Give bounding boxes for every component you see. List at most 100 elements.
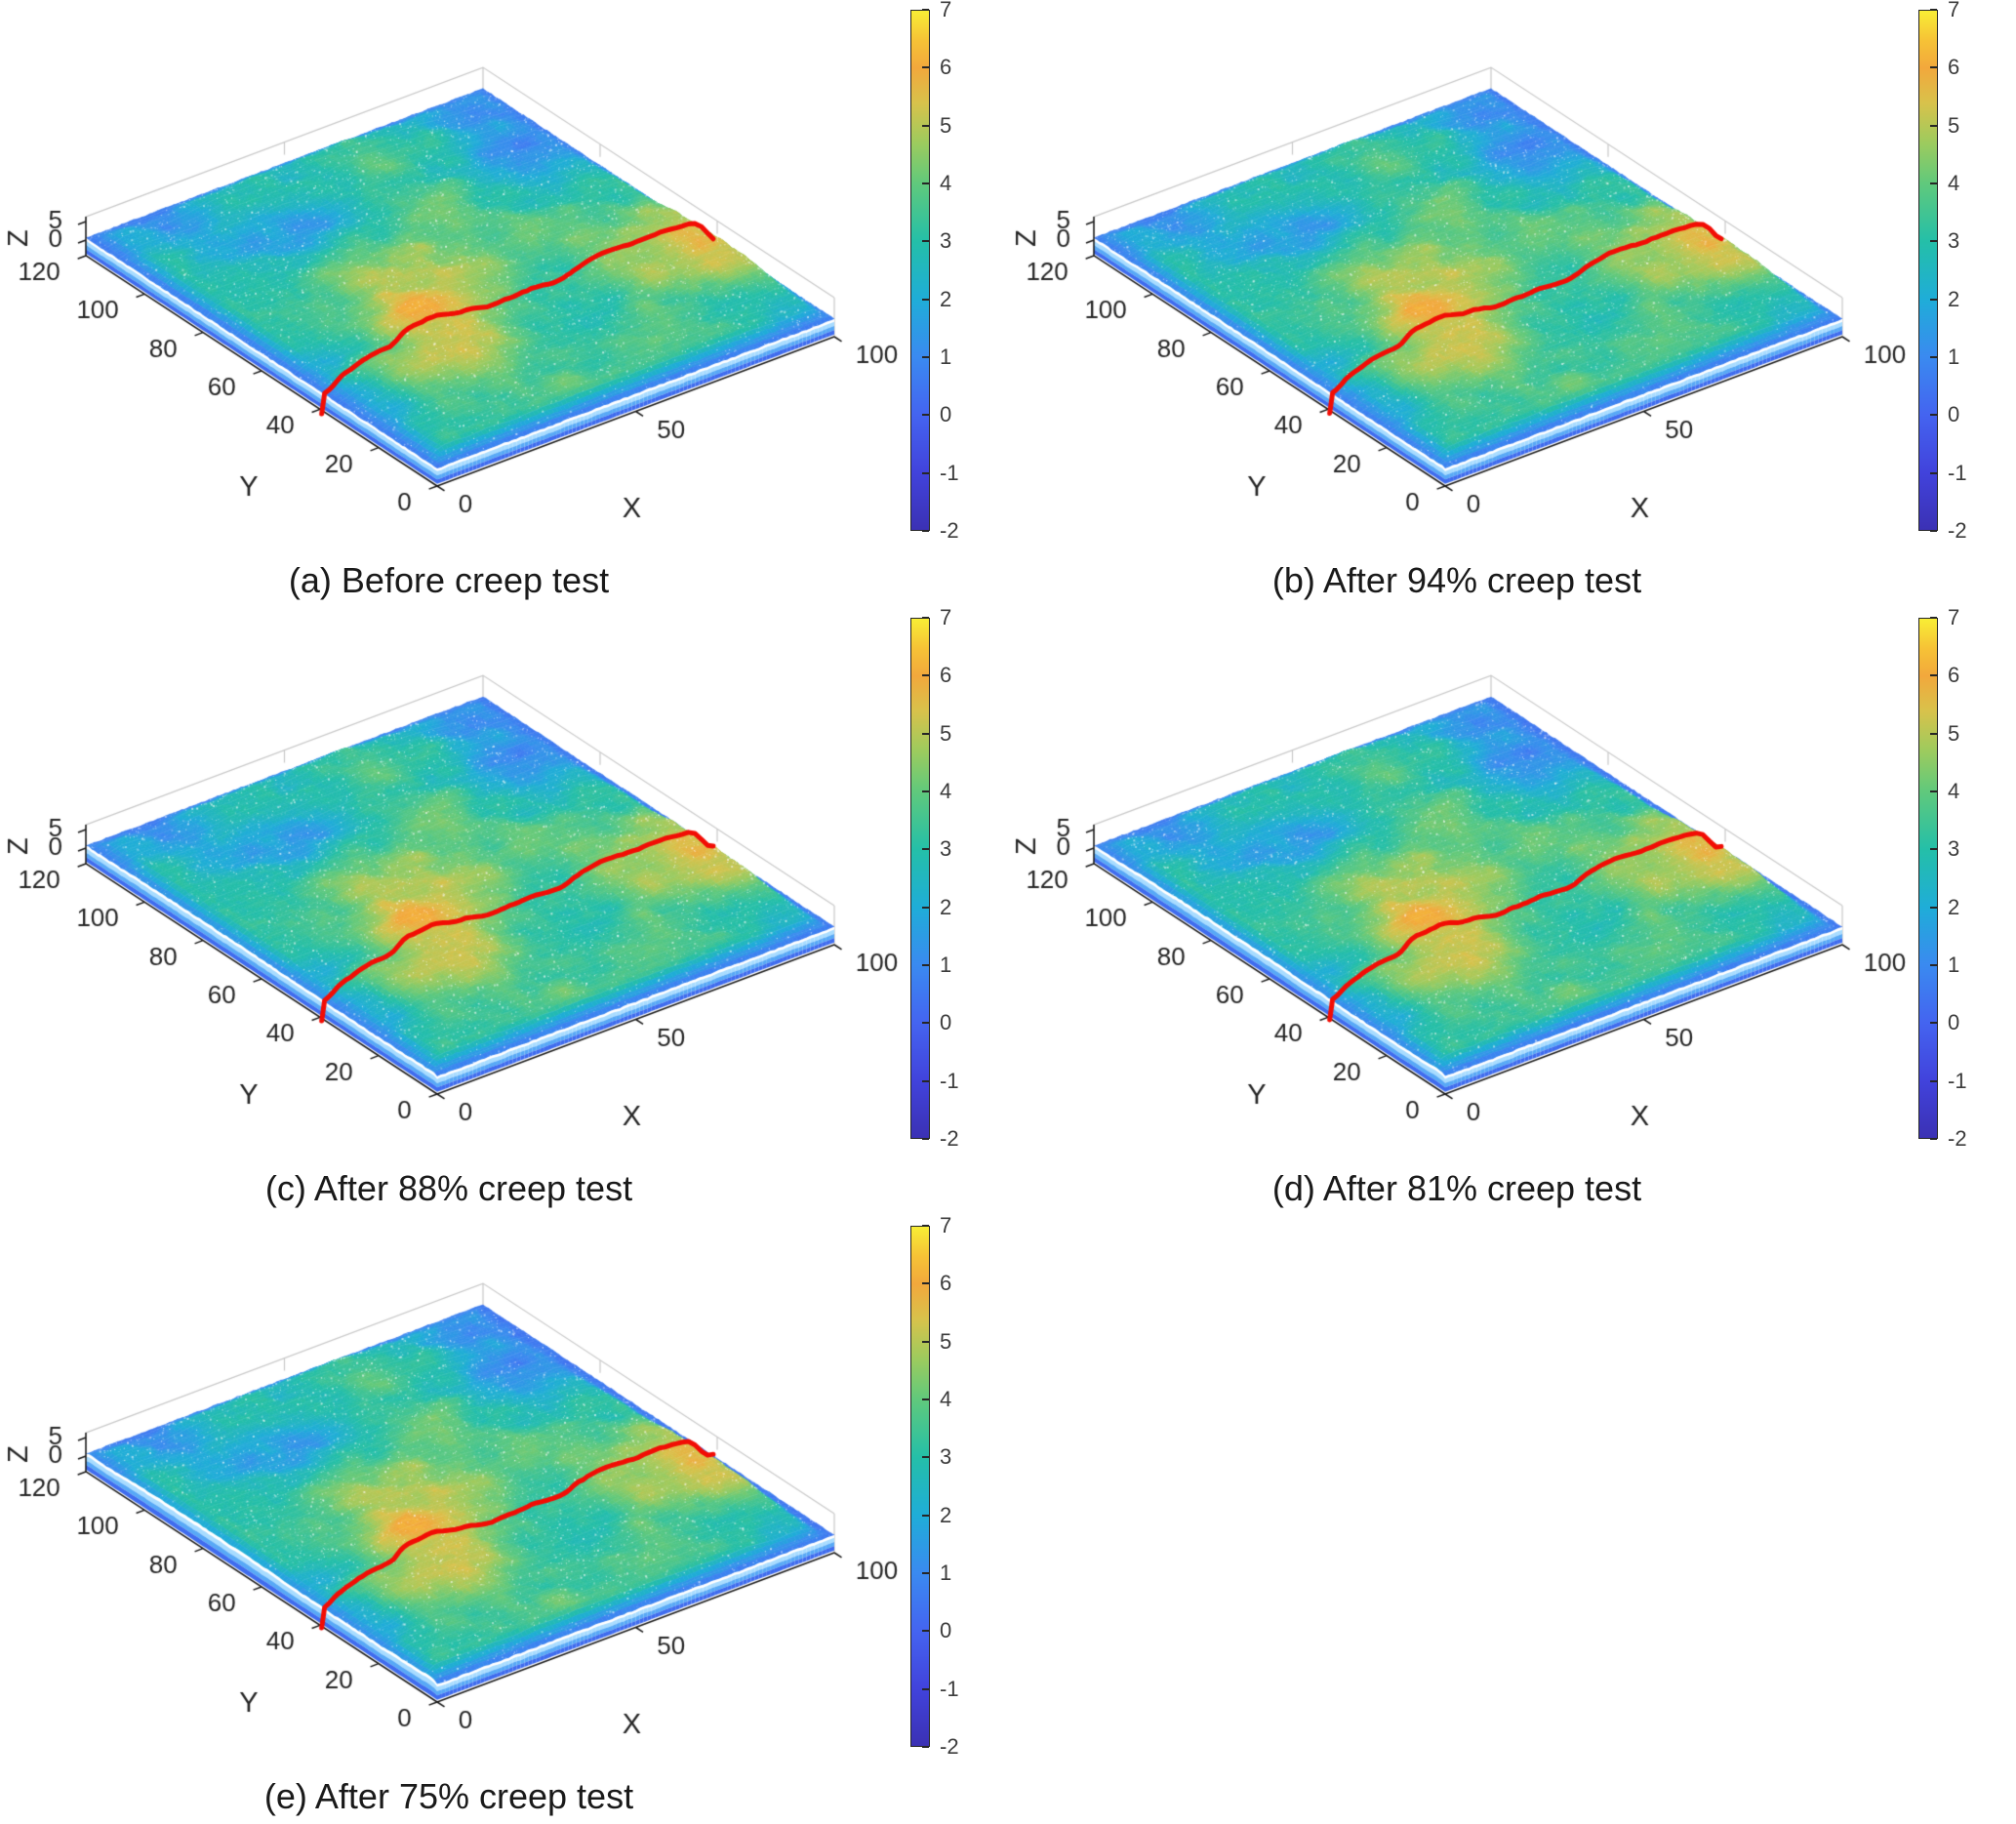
colorbar-tick-mark xyxy=(922,66,929,69)
colorbar-tick-label: 7 xyxy=(1948,0,1960,21)
colorbar-tick-mark xyxy=(922,1572,929,1574)
colorbar-tick-label: 7 xyxy=(940,1213,952,1237)
colorbar-d: 7 6 5 4 3 2 1 0 -1 -2 xyxy=(1918,606,2016,1155)
colorbar-tick-label: 1 xyxy=(1948,953,1960,977)
surface-plot-canvas-d xyxy=(1008,608,1915,1156)
colorbar-tick-label: 6 xyxy=(1948,55,1960,80)
colorbar-tick-label: 2 xyxy=(940,1502,952,1527)
colorbar-tick-mark xyxy=(922,1225,929,1227)
colorbar-gradient xyxy=(910,10,930,531)
colorbar-tick-mark xyxy=(1930,66,1937,69)
surface-plot-canvas-c xyxy=(0,608,907,1156)
colorbar-tick-mark xyxy=(922,1138,929,1140)
panel-caption-e: (e) After 75% creep test xyxy=(263,1776,634,1816)
panel-caption-a: (a) Before creep test xyxy=(288,560,610,600)
colorbar-tick-mark xyxy=(922,124,929,127)
colorbar-tick-label: 0 xyxy=(940,1618,952,1643)
colorbar-tick-label: 6 xyxy=(940,55,952,80)
colorbar-tick-mark xyxy=(922,298,929,301)
colorbar-e: 7 6 5 4 3 2 1 0 -1 -2 xyxy=(910,1213,1008,1763)
colorbar-tick-mark xyxy=(1930,414,1937,417)
colorbar-tick-mark xyxy=(1930,471,1937,474)
colorbar-tick-label: 2 xyxy=(1948,286,1960,311)
colorbar-tick-mark xyxy=(1930,298,1937,301)
colorbar-tick-mark xyxy=(1930,617,1937,619)
colorbar-tick-mark xyxy=(922,530,929,532)
colorbar-tick-mark xyxy=(1930,9,1937,11)
colorbar-tick-label: 3 xyxy=(1948,228,1960,254)
colorbar-tick-mark xyxy=(922,356,929,358)
panel-c: 7 6 5 4 3 2 1 0 -1 -2 (c) After 88% creep test xyxy=(0,605,1008,1216)
colorbar-tick-label: -2 xyxy=(1948,518,1967,543)
colorbar-tick-label: 2 xyxy=(940,894,952,919)
colorbar-tick-mark xyxy=(922,790,929,792)
colorbar-tick-label: 0 xyxy=(1948,1010,1960,1035)
colorbar-tick-mark xyxy=(1930,848,1937,851)
colorbar-tick-label: -1 xyxy=(1948,460,1967,485)
surface-plot-canvas-a xyxy=(0,0,907,548)
colorbar-gradient xyxy=(1918,618,1938,1139)
colorbar-tick-mark xyxy=(922,414,929,417)
colorbar-tick-label: 6 xyxy=(940,1271,952,1296)
colorbar-tick-label: 0 xyxy=(940,1010,952,1035)
colorbar-tick-label: 1 xyxy=(940,1561,952,1585)
colorbar-tick-label: 7 xyxy=(940,605,952,629)
colorbar-tick-label: 0 xyxy=(940,402,952,427)
colorbar-tick-mark xyxy=(922,964,929,966)
colorbar-tick-label: 4 xyxy=(940,779,952,803)
colorbar-tick-mark xyxy=(922,182,929,184)
colorbar-tick-label: 5 xyxy=(940,1328,952,1354)
colorbar-tick-mark xyxy=(1930,1022,1937,1025)
colorbar-tick-mark xyxy=(1930,674,1937,677)
colorbar-tick-mark xyxy=(1930,530,1937,532)
colorbar-tick-label: 4 xyxy=(940,1387,952,1411)
colorbar-tick-mark xyxy=(1930,1138,1937,1140)
panel-caption-b: (b) After 94% creep test xyxy=(1271,560,1642,600)
panel-caption-c: (c) After 88% creep test xyxy=(264,1168,633,1208)
colorbar-tick-mark xyxy=(922,1456,929,1459)
panel-e: 7 6 5 4 3 2 1 0 -1 -2 (e) After 75% creep test xyxy=(0,1213,1008,1824)
colorbar-tick-label: 4 xyxy=(940,171,952,195)
colorbar-tick-label: 3 xyxy=(1948,836,1960,862)
colorbar-tick-label: 0 xyxy=(1948,402,1960,427)
colorbar-tick-label: 6 xyxy=(940,663,952,688)
panel-caption-d: (d) After 81% creep test xyxy=(1271,1168,1642,1208)
colorbar-tick-label: 4 xyxy=(1948,171,1960,195)
colorbar-tick-mark xyxy=(922,617,929,619)
colorbar-tick-mark xyxy=(1930,182,1937,184)
colorbar-tick-mark xyxy=(1930,1079,1937,1082)
colorbar-tick-mark xyxy=(922,1687,929,1690)
colorbar-tick-label: 7 xyxy=(940,0,952,21)
colorbar-tick-mark xyxy=(1930,790,1937,792)
colorbar-tick-mark xyxy=(922,1746,929,1748)
colorbar-tick-mark xyxy=(922,471,929,474)
colorbar-tick-mark xyxy=(922,240,929,243)
colorbar-tick-mark xyxy=(922,9,929,11)
colorbar-gradient xyxy=(910,618,930,1139)
colorbar-tick-label: 5 xyxy=(1948,112,1960,138)
colorbar-tick-label: -1 xyxy=(940,460,959,485)
colorbar-tick-label: -1 xyxy=(940,1068,959,1093)
colorbar-tick-label: 2 xyxy=(1948,894,1960,919)
colorbar-tick-label: -2 xyxy=(1948,1126,1967,1151)
panel-b: 7 6 5 4 3 2 1 0 -1 -2 (b) After 94% creep test xyxy=(1008,0,2016,608)
colorbar-tick-label: 5 xyxy=(1948,720,1960,746)
colorbar-tick-mark xyxy=(922,906,929,909)
colorbar-tick-label: -2 xyxy=(940,518,959,543)
colorbar-tick-mark xyxy=(922,674,929,677)
colorbar-tick-mark xyxy=(922,732,929,735)
colorbar-tick-label: 2 xyxy=(940,286,952,311)
colorbar-tick-label: 3 xyxy=(940,228,952,254)
surface-plot-canvas-b xyxy=(1008,0,1915,548)
colorbar-tick-label: 1 xyxy=(940,345,952,369)
colorbar-tick-label: -1 xyxy=(1948,1068,1967,1093)
colorbar-tick-label: 1 xyxy=(1948,345,1960,369)
colorbar-tick-label: -2 xyxy=(940,1734,959,1759)
colorbar-tick-mark xyxy=(1930,906,1937,909)
colorbar-gradient xyxy=(1918,10,1938,531)
colorbar-tick-mark xyxy=(922,1340,929,1343)
panel-a: 7 6 5 4 3 2 1 0 -1 -2 (a) Before creep test xyxy=(0,0,1008,608)
colorbar-tick-label: 4 xyxy=(1948,779,1960,803)
surface-plot-canvas-e xyxy=(0,1216,907,1764)
